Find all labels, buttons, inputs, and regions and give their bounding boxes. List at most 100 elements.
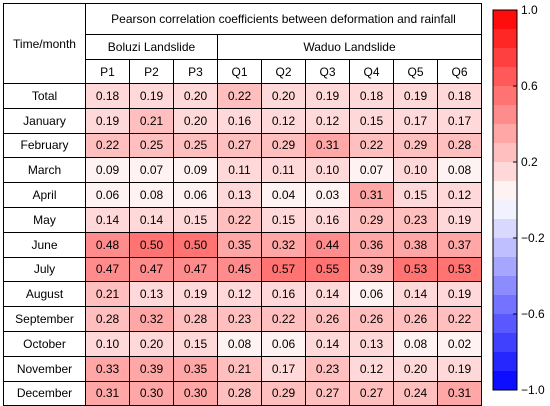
heatmap-cell: 0.08	[393, 330, 438, 357]
heatmap-cell: 0.15	[349, 107, 394, 134]
chart-title: Pearson correlation coefficients between…	[85, 3, 482, 35]
heatmap-cell: 0.28	[437, 132, 482, 159]
heatmap-cell: 0.26	[393, 306, 438, 332]
heatmap-cell: 0.57	[261, 256, 306, 283]
heatmap-cell: 0.19	[85, 107, 130, 134]
heatmap-cell: 0.15	[261, 206, 306, 233]
colorbar-tick-label: 1.0	[521, 3, 538, 17]
heatmap-cell: 0.33	[85, 355, 130, 382]
heatmap-cell: 0.10	[85, 330, 130, 357]
colorbar-tick-label: −0.6	[521, 307, 545, 321]
heatmap-cell: 0.19	[393, 83, 438, 109]
heatmap-cell: 0.22	[85, 132, 130, 159]
colorbar-band	[493, 86, 517, 106]
colorbar-band	[493, 10, 517, 30]
heatmap-cell: 0.06	[349, 281, 394, 308]
heatmap-cell: 0.22	[217, 206, 262, 233]
heatmap-cell: 0.47	[173, 256, 218, 283]
heatmap-cell: 0.44	[305, 231, 350, 258]
table-row: March 0.09 0.07 0.09 0.11 0.11 0.10 0.07 0.10 0.0…	[3, 157, 482, 184]
table-row: May 0.14 0.14 0.15 0.22 0.15 0.16 0.29 0.23 0.19	[3, 206, 482, 233]
heatmap-cell: 0.14	[393, 281, 438, 308]
heatmap-cell: 0.17	[393, 107, 438, 134]
heatmap-cell: 0.19	[437, 281, 482, 308]
heatmap-cell: 0.29	[261, 132, 306, 159]
colorbar-band	[493, 276, 517, 296]
column-header-q6: Q6	[437, 59, 482, 84]
heatmap-cell: 0.10	[305, 157, 350, 184]
heatmap-cell: 0.23	[393, 206, 438, 233]
heatmap-cell: 0.50	[129, 231, 174, 258]
group-header-waduo: Waduo Landslide	[217, 34, 482, 60]
heatmap-cell: 0.12	[261, 107, 306, 134]
heatmap-cell: 0.29	[393, 132, 438, 159]
colorbar-band	[493, 371, 517, 391]
heatmap-cell: 0.11	[261, 157, 306, 184]
heatmap-cell: 0.37	[437, 231, 482, 258]
row-label-february: February	[3, 132, 86, 159]
heatmap-cell: 0.45	[217, 256, 262, 283]
heatmap-cell: 0.39	[129, 355, 174, 382]
column-header-q3: Q3	[305, 59, 350, 84]
colorbar-band	[493, 314, 517, 334]
heatmap-cell: 0.31	[305, 132, 350, 159]
heatmap-cell: 0.19	[129, 83, 174, 109]
colorbar-band	[493, 200, 517, 220]
colorbar-band	[493, 67, 517, 87]
colorbar-band	[493, 162, 517, 182]
heatmap-cell: 0.32	[129, 306, 174, 332]
table-row: October 0.10 0.20 0.15 0.08 0.06 0.14 0.13 0.08 0…	[3, 330, 482, 357]
heatmap-cell: 0.08	[217, 330, 262, 357]
heatmap-cell: 0.31	[349, 182, 394, 208]
heatmap-cell: 0.16	[305, 206, 350, 233]
heatmap-cell: 0.26	[305, 306, 350, 332]
heatmap-cell: 0.35	[217, 231, 262, 258]
column-header-p3: P3	[173, 59, 218, 84]
heatmap-cell: 0.47	[129, 256, 174, 283]
heatmap-cell: 0.22	[349, 132, 394, 159]
heatmap-cell: 0.13	[217, 182, 262, 208]
colorbar-tick-label: 0.6	[521, 79, 538, 93]
heatmap-cell: 0.10	[393, 157, 438, 184]
heatmap-cell: 0.13	[349, 330, 394, 357]
heatmap-cell: 0.20	[393, 355, 438, 382]
column-header-q5: Q5	[393, 59, 438, 84]
row-label-march: March	[3, 157, 86, 184]
heatmap-cell: 0.23	[305, 355, 350, 382]
colorbar-band	[493, 352, 517, 372]
heatmap-cell: 0.06	[173, 182, 218, 208]
heatmap-cell: 0.48	[85, 231, 130, 258]
heatmap-cell: 0.07	[129, 157, 174, 184]
heatmap-cell: 0.25	[129, 132, 174, 159]
colorbar-tick-label: −1.0	[521, 383, 545, 397]
row-label-april: April	[3, 182, 86, 208]
colorbar-tick-label: 0.2	[521, 155, 538, 169]
heatmap-cell: 0.13	[129, 281, 174, 308]
heatmap-cell: 0.20	[173, 107, 218, 134]
colorbar-band	[493, 219, 517, 239]
column-header-q2: Q2	[261, 59, 306, 84]
table-row: September 0.28 0.32 0.28 0.23 0.22 0.26 0.26 0.2…	[3, 306, 482, 332]
colorbar-band	[493, 143, 517, 163]
heatmap-cell: 0.22	[261, 306, 306, 332]
heatmap-cell: 0.28	[85, 306, 130, 332]
heatmap-cell: 0.22	[437, 306, 482, 332]
heatmap-cell: 0.06	[261, 330, 306, 357]
heatmap-cell: 0.39	[349, 256, 394, 283]
colorbar-frame	[492, 9, 518, 391]
column-header-q1: Q1	[217, 59, 262, 84]
table-row: August 0.21 0.13 0.19 0.12 0.16 0.14 0.06 0.14 0.…	[3, 281, 482, 308]
heatmap-cell: 0.22	[217, 83, 262, 109]
heatmap-cell: 0.19	[437, 206, 482, 233]
table-row: July 0.47 0.47 0.47 0.45 0.57 0.55 0.39 0.53 0.53	[3, 256, 482, 283]
heatmap-cell: 0.20	[173, 83, 218, 109]
heatmap-cell: 0.14	[305, 330, 350, 357]
heatmap-cell: 0.06	[85, 182, 130, 208]
heatmap-cell: 0.08	[437, 157, 482, 184]
row-label-august: August	[3, 281, 86, 308]
heatmap-cell: 0.55	[305, 256, 350, 283]
heatmap-cell: 0.29	[349, 206, 394, 233]
heatmap-cell: 0.09	[85, 157, 130, 184]
colorbar-band	[493, 105, 517, 125]
